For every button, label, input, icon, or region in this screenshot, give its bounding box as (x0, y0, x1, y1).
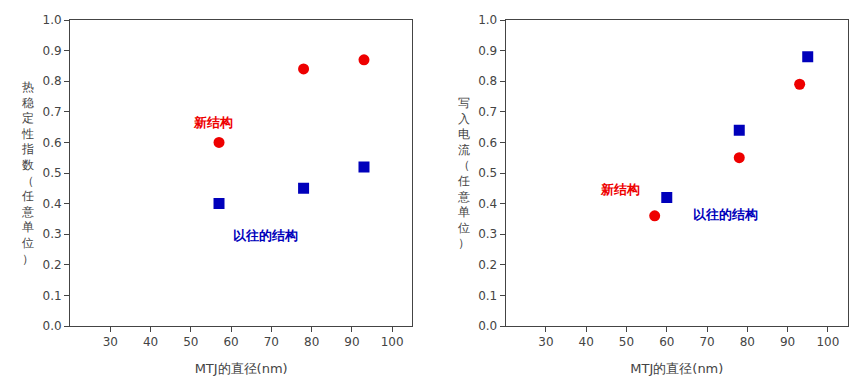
svg-text:70: 70 (699, 335, 714, 349)
svg-text:0.8: 0.8 (43, 74, 62, 88)
svg-text:40: 40 (579, 335, 594, 349)
svg-text:80: 80 (740, 335, 755, 349)
svg-text:0.7: 0.7 (43, 105, 62, 119)
svg-text:0.0: 0.0 (478, 319, 497, 333)
svg-text:MTJ的直径(nm): MTJ的直径(nm) (195, 361, 288, 376)
svg-text:1.0: 1.0 (478, 13, 497, 27)
svg-text:写入电流（任意单位）: 写入电流（任意单位） (457, 96, 470, 250)
svg-text:MTJ的直径(nm): MTJ的直径(nm) (630, 361, 723, 376)
svg-text:0.9: 0.9 (478, 44, 497, 58)
svg-text:0.1: 0.1 (478, 289, 497, 303)
svg-text:50: 50 (183, 335, 198, 349)
svg-text:0.3: 0.3 (478, 227, 497, 241)
svg-text:0.1: 0.1 (43, 289, 62, 303)
svg-text:70: 70 (264, 335, 279, 349)
svg-text:新结构: 新结构 (600, 182, 640, 197)
svg-text:0.8: 0.8 (478, 74, 497, 88)
svg-text:0.6: 0.6 (478, 136, 497, 150)
svg-text:新结构: 新结构 (193, 115, 233, 130)
svg-text:0.4: 0.4 (43, 197, 62, 211)
svg-text:90: 90 (344, 335, 359, 349)
svg-text:30: 30 (538, 335, 553, 349)
svg-text:1.0: 1.0 (43, 13, 62, 27)
svg-text:以往的结构: 以往的结构 (693, 207, 758, 222)
svg-text:60: 60 (223, 335, 238, 349)
svg-text:60: 60 (659, 335, 674, 349)
svg-text:0.7: 0.7 (478, 105, 497, 119)
svg-text:0.6: 0.6 (43, 136, 62, 150)
svg-text:0.5: 0.5 (43, 166, 62, 180)
svg-text:0.2: 0.2 (478, 258, 497, 272)
svg-text:50: 50 (619, 335, 634, 349)
svg-text:30: 30 (103, 335, 118, 349)
svg-text:0.2: 0.2 (43, 258, 62, 272)
svg-text:0.4: 0.4 (478, 197, 497, 211)
svg-text:0.0: 0.0 (43, 319, 62, 333)
svg-text:80: 80 (304, 335, 319, 349)
svg-text:100: 100 (816, 335, 839, 349)
svg-text:热稳定性指数（任意单位）: 热稳定性指数（任意单位） (21, 80, 34, 266)
svg-text:100: 100 (381, 335, 404, 349)
svg-text:40: 40 (143, 335, 158, 349)
svg-text:0.5: 0.5 (478, 166, 497, 180)
svg-text:0.3: 0.3 (43, 227, 62, 241)
svg-text:90: 90 (780, 335, 795, 349)
svg-text:以往的结构: 以往的结构 (233, 228, 298, 243)
svg-text:0.9: 0.9 (43, 44, 62, 58)
